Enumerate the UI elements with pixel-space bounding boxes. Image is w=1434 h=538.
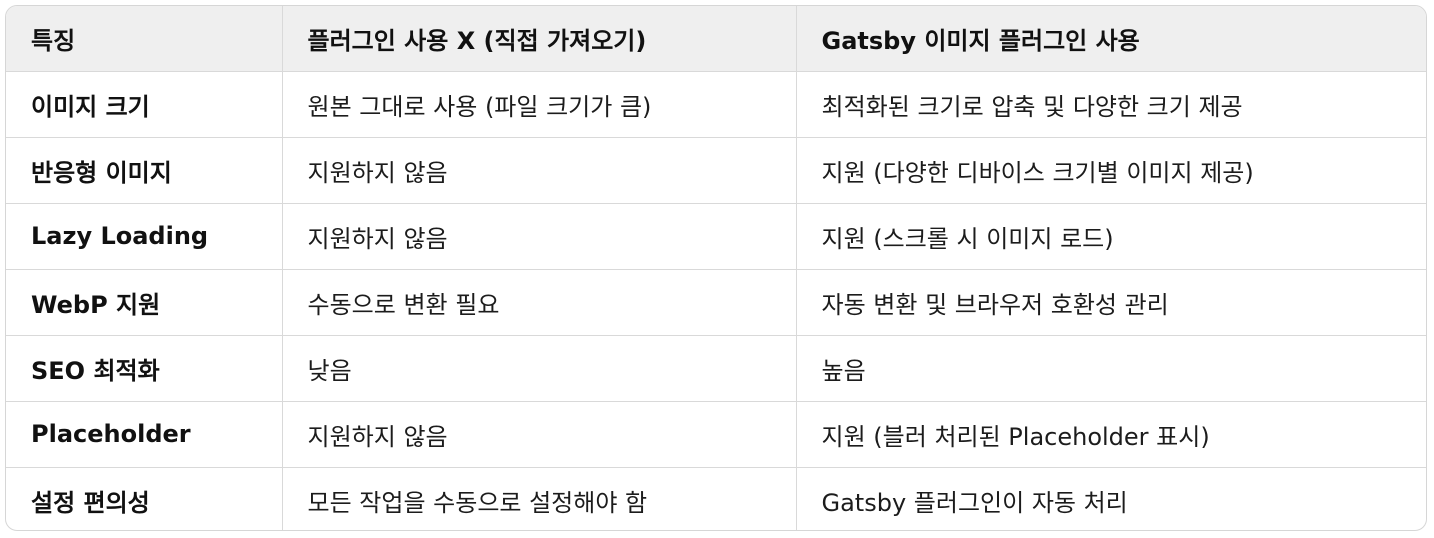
feature-cell: Placeholder [6,401,283,468]
without-plugin-cell: 모든 작업을 수동으로 설정해야 함 [282,467,797,530]
without-plugin-cell: 원본 그대로 사용 (파일 크기가 큼) [282,71,797,138]
with-plugin-cell: Gatsby 플러그인이 자동 처리 [821,488,1128,517]
table-row: SEO 최적화 낮음 높음 [6,335,1426,402]
with-plugin-cell: 최적화된 크기로 압축 및 다양한 크기 제공 [796,71,1426,138]
table-row: WebP 지원 수동으로 변환 필요 자동 변환 및 브라우저 호환성 관리 [6,269,1426,336]
header-with-gatsby-plugin: Gatsby 이미지 플러그인 사용 [796,6,1426,72]
comparison-table-container: 특징 플러그인 사용 X (직접 가져오기) Gatsby 이미지 플러그인 사… [5,5,1427,531]
with-plugin-cell: 지원 (다양한 디바이스 크기별 이미지 제공) [796,137,1426,204]
with-plugin-cell: 높음 [796,335,1426,402]
comparison-table: 특징 플러그인 사용 X (직접 가져오기) Gatsby 이미지 플러그인 사… [6,6,1426,530]
without-plugin-cell: 지원하지 않음 [282,401,797,468]
table-header: 특징 플러그인 사용 X (직접 가져오기) Gatsby 이미지 플러그인 사… [6,6,1426,72]
table-row: 이미지 크기 원본 그대로 사용 (파일 크기가 큼) 최적화된 크기로 압축 … [6,71,1426,138]
with-plugin-cell: 지원 (스크롤 시 이미지 로드) [796,203,1426,270]
header-feature: 특징 [6,6,283,72]
table-body: 이미지 크기 원본 그대로 사용 (파일 크기가 큼) 최적화된 크기로 압축 … [6,71,1426,530]
header-row: 특징 플러그인 사용 X (직접 가져오기) Gatsby 이미지 플러그인 사… [6,6,1426,72]
table-row: 설정 편의성 모든 작업을 수동으로 설정해야 함 Gatsby 플러그인이 자… [6,467,1426,530]
without-plugin-cell: 수동으로 변환 필요 [282,269,797,336]
feature-cell: SEO 최적화 [6,335,283,402]
feature-cell: 설정 편의성 [6,467,283,530]
with-plugin-cell: 자동 변환 및 브라우저 호환성 관리 [796,269,1426,336]
feature-cell: 반응형 이미지 [6,137,283,204]
with-plugin-cell: 지원 (블러 처리된 Placeholder 표시) [796,401,1426,468]
feature-cell: WebP 지원 [6,269,283,336]
table-row: 반응형 이미지 지원하지 않음 지원 (다양한 디바이스 크기별 이미지 제공) [6,137,1426,204]
table-row: Lazy Loading 지원하지 않음 지원 (스크롤 시 이미지 로드) [6,203,1426,270]
without-plugin-cell: 지원하지 않음 [282,203,797,270]
table-row: Placeholder 지원하지 않음 지원 (블러 처리된 Placehold… [6,401,1426,468]
feature-cell: 이미지 크기 [6,71,283,138]
feature-cell: Lazy Loading [6,203,283,270]
without-plugin-cell: 지원하지 않음 [282,137,797,204]
without-plugin-cell: 낮음 [282,335,797,402]
header-without-plugin: 플러그인 사용 X (직접 가져오기) [282,6,797,72]
